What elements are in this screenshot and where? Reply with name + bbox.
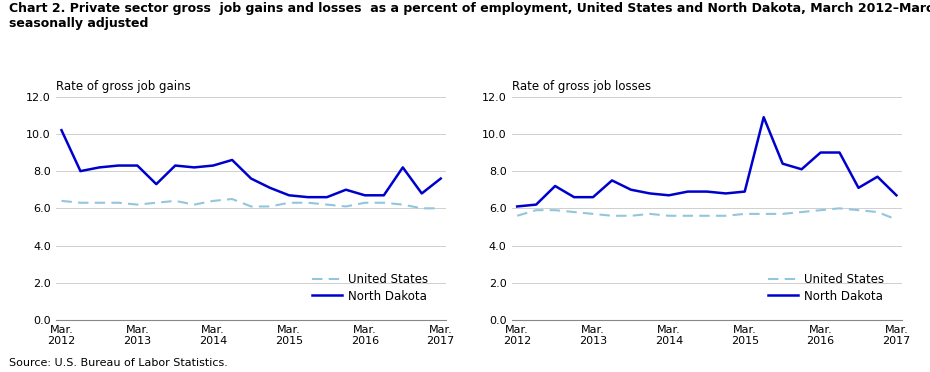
North Dakota — [871, 174, 883, 179]
North Dakota — [663, 193, 674, 198]
North Dakota — [416, 191, 427, 196]
Line: North Dakota: North Dakota — [61, 130, 441, 197]
North Dakota — [169, 163, 180, 168]
North Dakota — [302, 195, 313, 199]
United States — [720, 214, 731, 218]
United States — [94, 201, 105, 205]
North Dakota — [284, 193, 295, 198]
United States — [758, 212, 769, 216]
North Dakota — [56, 128, 67, 132]
North Dakota — [758, 115, 769, 119]
Legend: United States, North Dakota: United States, North Dakota — [764, 268, 888, 307]
North Dakota — [435, 176, 446, 181]
North Dakota — [891, 193, 902, 198]
North Dakota — [834, 150, 845, 155]
North Dakota — [227, 158, 238, 162]
United States — [284, 201, 295, 205]
North Dakota — [531, 202, 542, 207]
United States — [853, 208, 864, 212]
North Dakota — [683, 189, 694, 194]
Line: United States: United States — [61, 199, 441, 208]
United States — [777, 212, 789, 216]
United States — [397, 202, 408, 207]
North Dakota — [777, 161, 789, 166]
United States — [340, 204, 352, 209]
United States — [871, 210, 883, 214]
United States — [834, 206, 845, 211]
United States — [379, 201, 390, 205]
North Dakota — [132, 163, 143, 168]
North Dakota — [359, 193, 370, 198]
United States — [207, 199, 219, 203]
North Dakota — [739, 189, 751, 194]
United States — [322, 202, 333, 207]
United States — [796, 210, 807, 214]
North Dakota — [644, 191, 656, 196]
United States — [606, 214, 618, 218]
North Dakota — [189, 165, 200, 170]
North Dakota — [568, 195, 579, 199]
North Dakota — [94, 165, 105, 170]
North Dakota — [151, 182, 162, 186]
United States — [302, 201, 313, 205]
North Dakota — [379, 193, 390, 198]
United States — [701, 214, 712, 218]
North Dakota — [340, 187, 352, 192]
Text: Chart 2. Private sector gross  job gains and losses  as a percent of employment,: Chart 2. Private sector gross job gains … — [9, 2, 930, 15]
United States — [512, 214, 523, 218]
North Dakota — [606, 178, 618, 183]
United States — [739, 212, 751, 216]
North Dakota — [720, 191, 731, 196]
United States — [683, 214, 694, 218]
North Dakota — [588, 195, 599, 199]
North Dakota — [75, 169, 86, 173]
North Dakota — [796, 167, 807, 171]
North Dakota — [512, 204, 523, 209]
United States — [56, 199, 67, 203]
United States — [75, 201, 86, 205]
United States — [435, 206, 446, 211]
Text: seasonally adjusted: seasonally adjusted — [9, 17, 149, 30]
United States — [359, 201, 370, 205]
United States — [815, 208, 826, 212]
United States — [189, 202, 200, 207]
United States — [891, 217, 902, 222]
North Dakota — [207, 163, 219, 168]
United States — [169, 199, 180, 203]
United States — [644, 212, 656, 216]
United States — [416, 206, 427, 211]
United States — [113, 201, 124, 205]
North Dakota — [322, 195, 333, 199]
United States — [663, 214, 674, 218]
North Dakota — [625, 187, 636, 192]
North Dakota — [113, 163, 124, 168]
North Dakota — [815, 150, 826, 155]
United States — [531, 208, 542, 212]
North Dakota — [397, 165, 408, 170]
Line: United States: United States — [517, 208, 897, 219]
United States — [227, 197, 238, 201]
North Dakota — [701, 189, 712, 194]
United States — [568, 210, 579, 214]
United States — [588, 212, 599, 216]
United States — [246, 204, 257, 209]
United States — [264, 204, 275, 209]
North Dakota — [853, 186, 864, 190]
United States — [625, 214, 636, 218]
United States — [132, 202, 143, 207]
Line: North Dakota: North Dakota — [517, 117, 897, 206]
United States — [151, 201, 162, 205]
Text: Rate of gross job gains: Rate of gross job gains — [56, 80, 191, 93]
North Dakota — [264, 186, 275, 190]
Text: Source: U.S. Bureau of Labor Statistics.: Source: U.S. Bureau of Labor Statistics. — [9, 358, 228, 368]
North Dakota — [246, 176, 257, 181]
North Dakota — [550, 184, 561, 188]
United States — [550, 208, 561, 212]
Legend: United States, North Dakota: United States, North Dakota — [308, 268, 432, 307]
Text: Rate of gross job losses: Rate of gross job losses — [512, 80, 651, 93]
